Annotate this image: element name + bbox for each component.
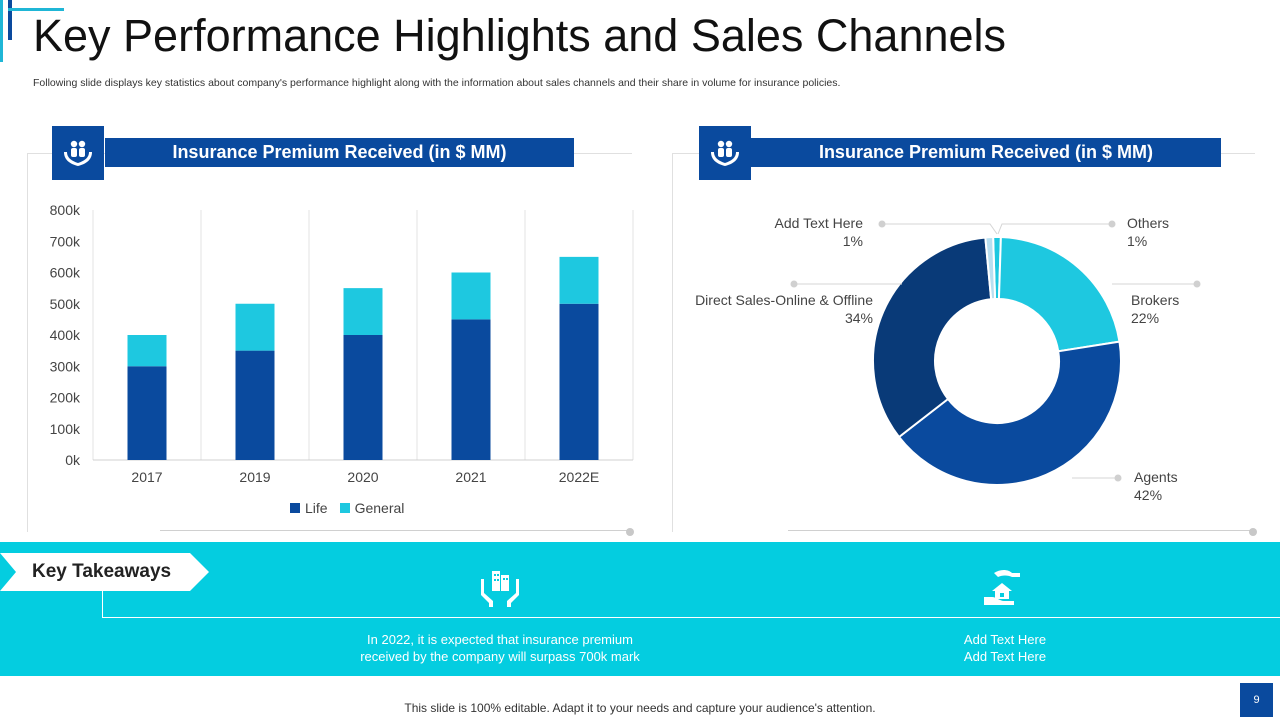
takeaway-text-2: Add Text Here Add Text Here [845, 631, 1165, 665]
footer-note: This slide is 100% editable. Adapt it to… [404, 701, 876, 715]
legend-swatch-life [290, 503, 300, 513]
leader-dot [1114, 474, 1122, 482]
panel-divider [788, 530, 1253, 531]
pie-label-name: Direct Sales-Online & Offline [695, 292, 873, 308]
takeaway-text-1: In 2022, it is expected that insurance p… [340, 631, 660, 665]
takeaways-band [0, 542, 1280, 676]
pie-label-others: Others 1% [1127, 214, 1169, 250]
bar-general-2021 [451, 272, 491, 320]
panel-divider [160, 530, 630, 531]
pie-label-pct: 42% [1134, 487, 1163, 503]
legend-swatch-general [339, 503, 350, 513]
leader-dot [790, 280, 798, 288]
bar-life-2021 [451, 319, 491, 460]
x-tick-label: 2021 [455, 469, 486, 485]
slide-subtitle: Following slide displays key statistics … [33, 77, 841, 89]
bar-general-2022e [559, 256, 599, 304]
takeaway-line: Add Text Here [963, 649, 1047, 664]
house-insurance-icon [984, 570, 1020, 605]
pie-label-pct: 1% [842, 233, 863, 249]
y-tick-label: 600k [50, 265, 81, 281]
bar-life-2020 [343, 335, 383, 460]
bar-life-2019 [235, 350, 275, 460]
panel-dot [1249, 528, 1257, 536]
y-tick-label: 400k [50, 327, 81, 343]
x-tick-label: 2019 [239, 469, 270, 485]
takeaways-connector [102, 590, 103, 618]
bar-general-2020 [343, 288, 383, 335]
bar-general-2019 [235, 303, 275, 351]
pie-label-name: Add Text Here [774, 215, 863, 231]
y-tick-label: 100k [50, 421, 81, 437]
corner-accent-line [8, 8, 64, 11]
bar-general-2017 [127, 335, 167, 367]
panel-dot [626, 528, 634, 536]
pie-label-agents: Agents 42% [1134, 468, 1178, 504]
leader-line [997, 223, 1112, 235]
slide-title: Key Performance Highlights and Sales Cha… [33, 10, 1007, 61]
takeaway-line: In 2022, it is expected that insurance p… [367, 632, 633, 647]
family-protection-icon [699, 126, 751, 180]
building-hands-icon [481, 571, 519, 607]
family-protection-icon [52, 126, 104, 180]
donut-slice-agents [897, 340, 1122, 486]
takeaway-line: Add Text Here [963, 632, 1047, 647]
takeaway-line: received by the company will surpass 700… [360, 649, 640, 664]
pie-label-pct: 34% [844, 310, 873, 326]
bar-chart-header: Insurance Premium Received (in $ MM) [105, 138, 574, 167]
pie-label-name: Brokers [1131, 292, 1180, 308]
bar-chart-legend: Life General [290, 500, 404, 516]
pie-label-pct: 1% [1127, 233, 1148, 249]
leader-dot [1193, 280, 1201, 288]
pie-label-name: Others [1127, 215, 1170, 231]
x-tick-label: 2017 [131, 469, 162, 485]
bar-life-2017 [127, 366, 167, 460]
leader-line [882, 223, 998, 235]
donut-slice-brokers [997, 236, 1121, 353]
takeaways-line [102, 617, 1280, 618]
pie-label-name: Agents [1134, 469, 1178, 485]
pie-label-add-text: Add Text Here 1% [750, 214, 863, 250]
y-tick-label: 200k [50, 390, 81, 406]
legend-label-life: Life [305, 500, 328, 516]
legend-item-general: General [339, 500, 405, 516]
legend-label-general: General [354, 500, 405, 516]
x-tick-label: 2020 [347, 469, 378, 485]
y-tick-label: 700k [50, 233, 81, 249]
donut-slice-add-text-here [984, 236, 997, 301]
corner-accent-cyan [0, 0, 3, 62]
takeaways-tab [0, 553, 209, 591]
y-tick-label: 0k [65, 452, 81, 468]
pie-label-pct: 22% [1131, 310, 1160, 326]
x-tick-label: 2022E [559, 469, 599, 485]
donut-chart-header: Insurance Premium Received (in $ MM) [751, 138, 1221, 167]
corner-accent-blue [8, 0, 12, 40]
y-tick-label: 500k [50, 296, 81, 312]
bar-life-2022e [559, 303, 599, 460]
pie-label-brokers: Brokers 22% [1131, 291, 1179, 327]
leader-dot [878, 220, 886, 228]
pie-label-direct-sales: Direct Sales-Online & Offline 34% [673, 291, 873, 327]
page-number: 9 [1240, 683, 1273, 717]
leader-dot [1108, 220, 1116, 228]
donut-chart [790, 220, 1201, 486]
y-tick-label: 300k [50, 358, 81, 374]
takeaways-label: Key Takeaways [32, 561, 172, 582]
legend-item-life: Life [290, 500, 328, 516]
donut-slice-direct-sales-online-offline [872, 236, 993, 439]
bar-chart: 0k 100k 200k 300k 400k 500k 600k 700k 800k 2017 20… [50, 202, 634, 485]
y-tick-label: 800k [50, 202, 81, 218]
